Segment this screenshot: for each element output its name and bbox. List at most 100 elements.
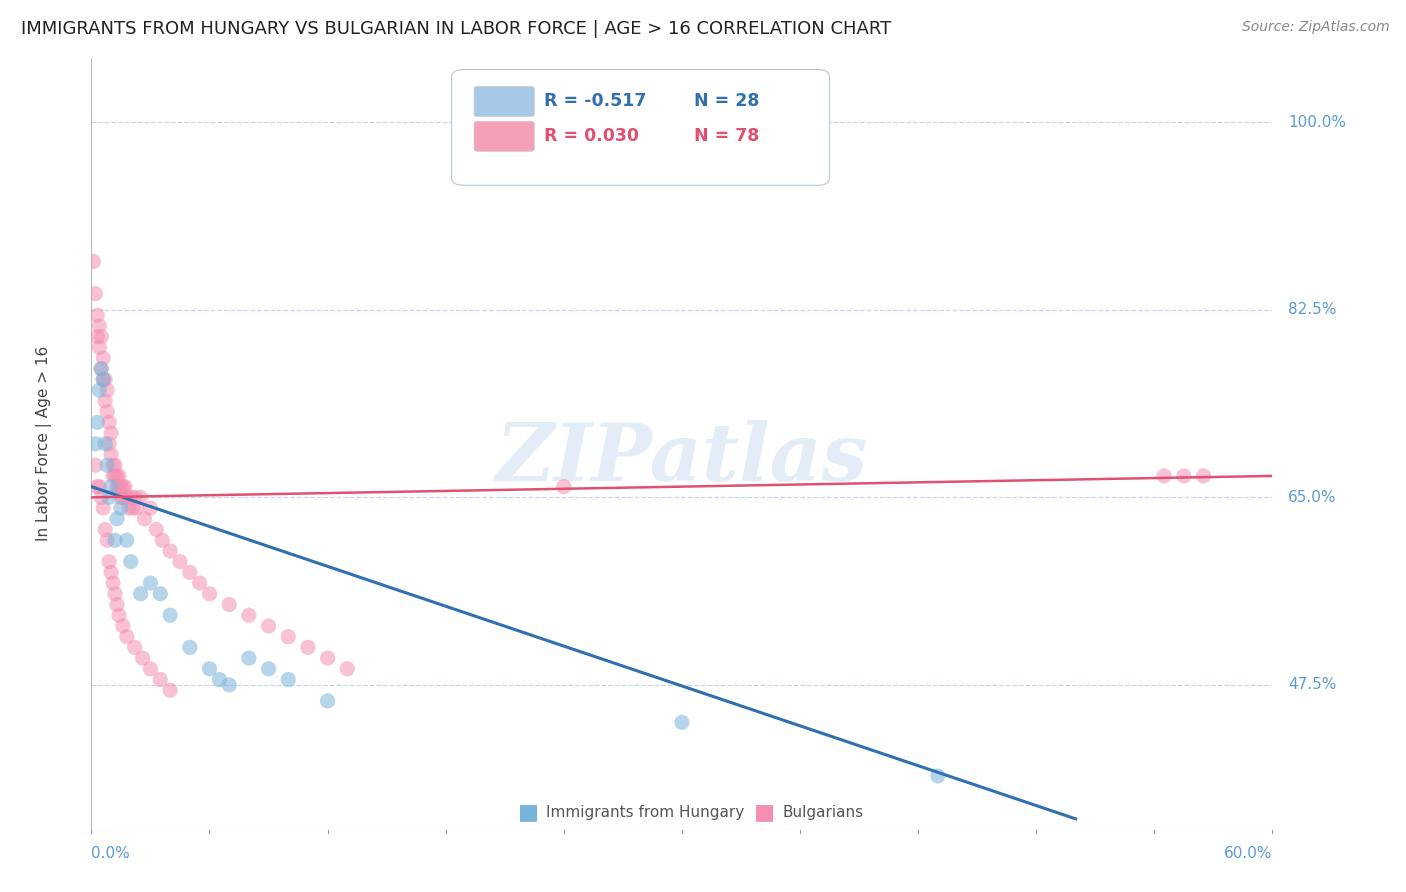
Point (218, 678, 240, 692)
Point (125, 501, 148, 516)
Point (84, 436, 107, 450)
Point (188, 576, 211, 591)
Point (129, 491, 152, 505)
Point (1153, 469, 1175, 483)
Point (150, 533, 173, 548)
Point (96, 458, 118, 473)
Point (124, 491, 146, 505)
Point (114, 480, 136, 494)
Point (129, 587, 152, 601)
Point (91, 372, 114, 386)
Point (84, 286, 107, 301)
Text: 82.5%: 82.5% (1288, 302, 1337, 318)
Point (218, 598, 240, 612)
Text: R = 0.030: R = 0.030 (544, 127, 638, 145)
Point (120, 555, 142, 569)
Point (82, 254, 104, 268)
Point (277, 630, 299, 644)
Point (111, 491, 134, 505)
Point (115, 491, 138, 505)
Point (118, 501, 141, 516)
Point (145, 523, 167, 537)
Point (90, 491, 112, 505)
Point (121, 501, 143, 516)
Point (108, 469, 131, 483)
Point (100, 566, 122, 580)
Point (89, 383, 111, 397)
Point (105, 512, 128, 526)
Point (96, 404, 118, 418)
Point (139, 662, 162, 676)
Point (98, 415, 121, 429)
Point (96, 533, 118, 548)
Point (134, 512, 156, 526)
Point (149, 587, 172, 601)
Point (159, 608, 181, 623)
Point (100, 448, 122, 462)
Point (91, 501, 114, 516)
Point (108, 608, 131, 623)
Point (104, 587, 127, 601)
Point (238, 608, 260, 623)
Point (86, 329, 108, 343)
Point (159, 544, 181, 558)
Point (104, 533, 127, 548)
Point (90, 329, 112, 343)
Point (131, 651, 153, 665)
Point (110, 501, 132, 516)
Point (84, 458, 107, 473)
Point (110, 480, 132, 494)
Point (149, 673, 172, 687)
Point (139, 501, 162, 516)
Point (257, 619, 280, 633)
Point (1192, 469, 1215, 483)
Point (1173, 469, 1195, 483)
FancyBboxPatch shape (474, 121, 534, 152)
Point (111, 480, 134, 494)
Point (89, 318, 111, 333)
Text: IMMIGRANTS FROM HUNGARY VS BULGARIAN IN LABOR FORCE | AGE > 16 CORRELATION CHART: IMMIGRANTS FROM HUNGARY VS BULGARIAN IN … (21, 20, 891, 37)
Point (115, 533, 138, 548)
Point (101, 576, 124, 591)
Point (169, 555, 191, 569)
Point (316, 694, 339, 708)
Point (91, 351, 114, 365)
Point (96, 383, 118, 397)
Point (101, 458, 124, 473)
Point (90, 361, 112, 376)
Text: In Labor Force | Age > 16: In Labor Force | Age > 16 (37, 346, 52, 541)
Point (124, 640, 146, 655)
Point (297, 640, 319, 655)
Text: 47.5%: 47.5% (1288, 677, 1337, 692)
Text: ■: ■ (754, 803, 775, 822)
Point (139, 576, 162, 591)
Point (105, 598, 128, 612)
Point (94, 393, 117, 408)
Point (105, 480, 128, 494)
Point (111, 619, 134, 633)
FancyBboxPatch shape (451, 70, 830, 186)
Point (104, 469, 127, 483)
Point (86, 415, 108, 429)
Text: Immigrants from Hungary: Immigrants from Hungary (546, 805, 744, 820)
Point (89, 480, 111, 494)
Point (336, 662, 359, 676)
Point (105, 469, 128, 483)
Point (316, 651, 339, 665)
Point (553, 480, 575, 494)
Point (98, 555, 121, 569)
FancyBboxPatch shape (474, 87, 534, 117)
Text: 60.0%: 60.0% (1225, 846, 1272, 861)
Point (198, 662, 221, 676)
Point (159, 683, 181, 698)
Point (91, 372, 114, 386)
Point (94, 523, 117, 537)
Point (94, 372, 117, 386)
Point (98, 491, 121, 505)
Point (927, 769, 949, 783)
Point (94, 436, 117, 450)
Text: Bulgarians: Bulgarians (782, 805, 863, 820)
Text: N = 78: N = 78 (693, 127, 759, 145)
Point (89, 340, 111, 354)
Point (101, 469, 124, 483)
